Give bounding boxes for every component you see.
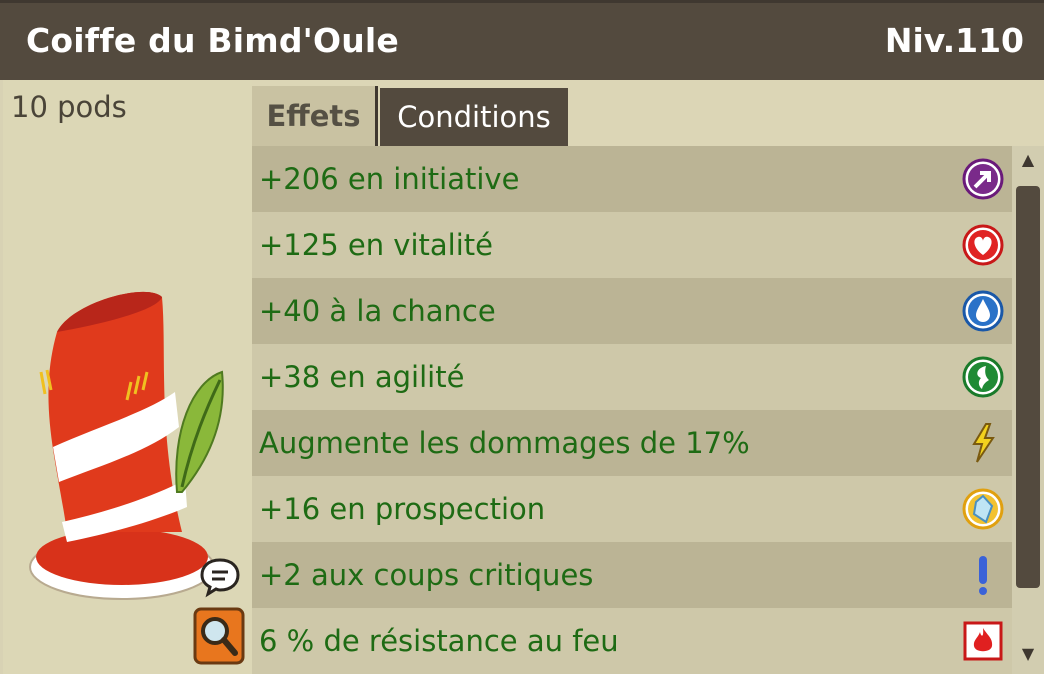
chance-water-drop-icon [962, 290, 1004, 332]
effect-text: Augmente les dommages de 17% [259, 426, 750, 460]
item-level: Niv.110 [884, 21, 1024, 60]
tab-conditions[interactable]: Conditions [380, 88, 568, 146]
critical-exclamation-icon [979, 556, 987, 595]
chat-bubble-icon[interactable] [199, 556, 241, 598]
prospecting-gem-icon [962, 488, 1004, 530]
scroll-thumb[interactable] [1016, 186, 1040, 588]
item-header: Coiffe du Bimd'Oule Niv.110 [0, 0, 1044, 80]
effect-row: +2 aux coups critiques [252, 542, 1012, 608]
item-preview-panel: 10 pods [3, 80, 252, 674]
effect-row: +206 en initiative [252, 146, 1012, 212]
damage-lightning-icon [972, 423, 995, 463]
effect-row: Augmente les dommages de 17% [252, 410, 1012, 476]
effect-text: +38 en agilité [259, 360, 465, 394]
effect-text: 6 % de résistance au feu [259, 624, 619, 658]
effect-row: 6 % de résistance au feu [252, 608, 1012, 674]
scroll-down-arrow-icon[interactable]: ▼ [1021, 644, 1035, 663]
effect-text: +2 aux coups critiques [259, 558, 594, 592]
effect-row: +16 en prospection [252, 476, 1012, 542]
scroll-up-arrow-icon[interactable]: ▲ [1021, 150, 1035, 169]
item-name: Coiffe du Bimd'Oule [26, 21, 400, 60]
effect-text: +16 en prospection [259, 492, 546, 526]
effect-text: +125 en vitalité [259, 228, 493, 262]
effects-scrollbar[interactable]: ▲ ▼ [1012, 146, 1044, 674]
magnifier-search-icon[interactable] [193, 607, 245, 665]
tab-effets[interactable]: Effets [252, 86, 378, 146]
vitality-heart-icon [962, 224, 1004, 266]
tabs-bar: Effets Conditions [252, 80, 1044, 146]
effect-row: +38 en agilité [252, 344, 1012, 410]
fire-resistance-icon [963, 621, 1003, 661]
item-weight: 10 pods [11, 90, 127, 124]
effect-row: +40 à la chance [252, 278, 1012, 344]
agility-leaf-icon [962, 356, 1004, 398]
hat-item-image [29, 291, 224, 600]
effect-text: +40 à la chance [259, 294, 496, 328]
effects-list: +206 en initiative +125 en vitalité +40 … [252, 146, 1012, 674]
effect-row: +125 en vitalité [252, 212, 1012, 278]
effect-text: +206 en initiative [259, 162, 520, 196]
initiative-icon [962, 158, 1004, 200]
